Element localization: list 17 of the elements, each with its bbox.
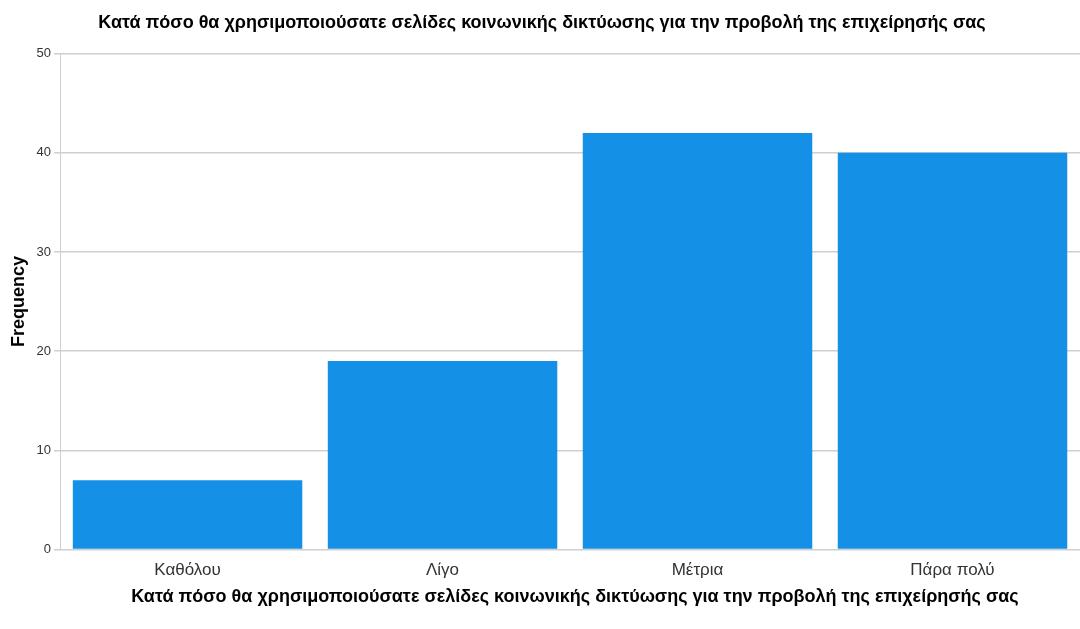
x-tick-label: Μέτρια xyxy=(671,560,724,580)
x-tick-label: Λίγο xyxy=(425,560,460,580)
bar xyxy=(72,480,303,549)
y-tick-label: 40 xyxy=(36,144,52,160)
x-axis-title: Κατά πόσο θα χρησιμοποιούσατε σελίδες κοινωνικής δικτύωσης για την προβολή της επιχείρησής σας xyxy=(130,586,1020,606)
y-tick-label: 10 xyxy=(36,441,52,457)
x-tick-label: Πάρα πολύ xyxy=(910,560,995,580)
bar xyxy=(582,132,813,549)
y-axis-title: Frequency xyxy=(7,256,28,348)
y-tick-label: 50 xyxy=(36,45,52,61)
chart-title: Κατά πόσο θα χρησιμοποιούσατε σελίδες κοινωνικής δικτύωσης για την προβολή της επιχείρησής σας xyxy=(98,11,986,32)
y-tick-label: 30 xyxy=(36,243,52,259)
bar xyxy=(837,152,1068,549)
y-tick-label: 0 xyxy=(43,541,52,557)
y-tick-label: 20 xyxy=(36,342,52,358)
bar xyxy=(327,361,558,549)
x-tick-label: Καθόλου xyxy=(154,560,221,580)
